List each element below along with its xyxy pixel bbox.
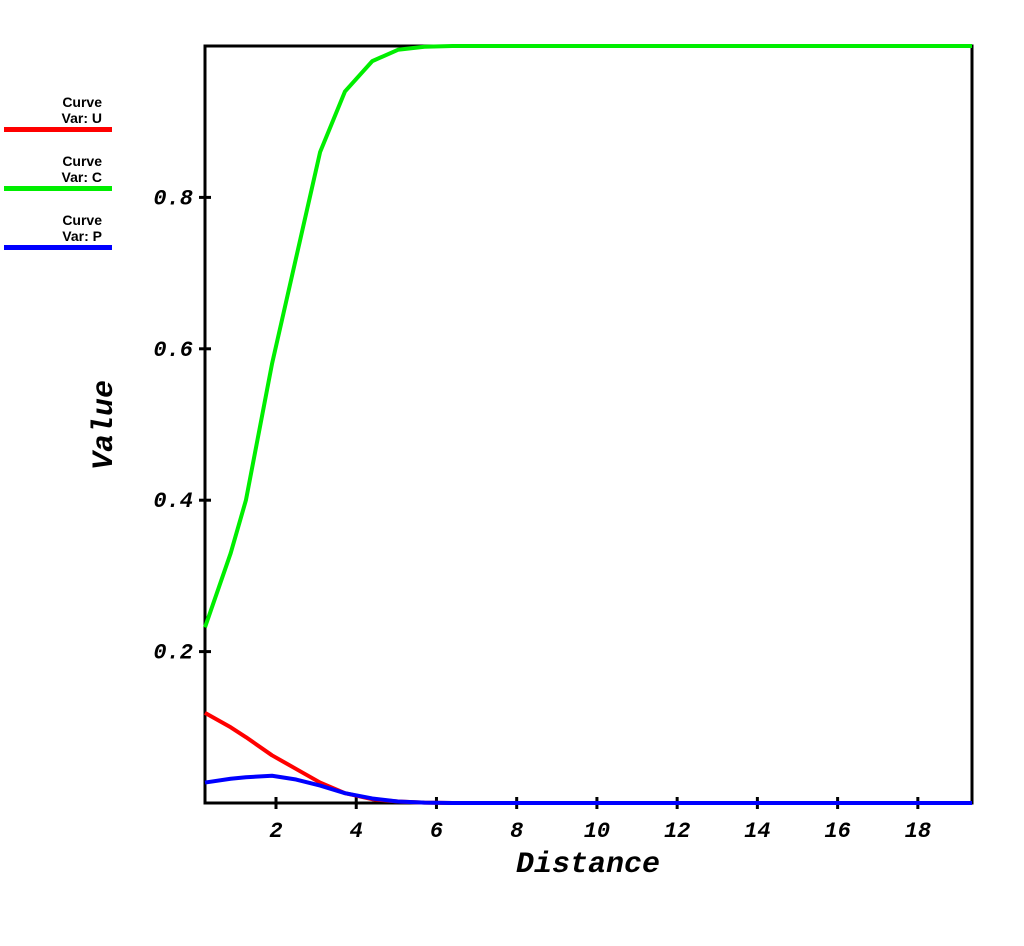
- legend-label: Curve Var: C: [61, 153, 102, 185]
- x-tick-label: 6: [430, 819, 443, 844]
- series-line: [203, 44, 972, 629]
- x-tick-label: 16: [824, 819, 850, 844]
- x-tick-label: 12: [664, 819, 690, 844]
- y-tick-label: 0.2: [153, 641, 193, 666]
- x-axis-title: Distance: [516, 848, 660, 882]
- legend-swatch: [4, 245, 112, 250]
- x-tick-label: 4: [350, 819, 363, 844]
- x-tick-label: 10: [584, 819, 610, 844]
- legend-entry: Curve Var: P: [4, 212, 112, 250]
- series-line: [204, 711, 972, 805]
- legend-swatch: [4, 127, 112, 132]
- x-tick-label: 8: [510, 819, 523, 844]
- legend-label: Curve Var: U: [61, 94, 102, 126]
- legend-label: Curve Var: P: [62, 212, 102, 244]
- y-tick-label: 0.8: [153, 186, 193, 211]
- y-axis-title: Value: [88, 380, 122, 470]
- y-tick-label: 0.4: [153, 489, 193, 514]
- x-tick-label: 2: [269, 819, 282, 844]
- legend-entry: Curve Var: U: [4, 94, 112, 132]
- x-tick-label: 14: [744, 819, 770, 844]
- legend-entry: Curve Var: C: [4, 153, 112, 191]
- series-line: [204, 773, 972, 805]
- y-tick-label: 0.6: [153, 338, 193, 363]
- legend-swatch: [4, 186, 112, 191]
- x-tick-label: 18: [905, 819, 931, 844]
